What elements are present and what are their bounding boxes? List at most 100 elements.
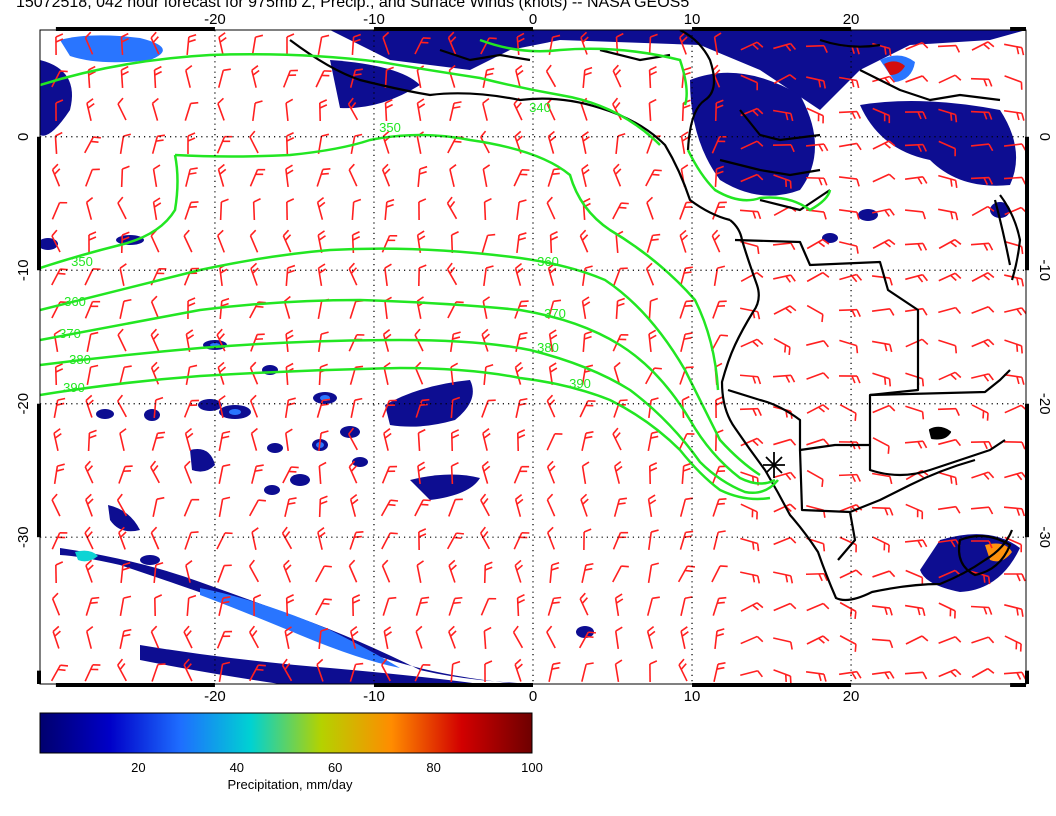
wind-barb: [184, 531, 199, 550]
wind-barb: [970, 540, 993, 549]
frame-bar: [1025, 670, 1029, 684]
wind-barb: [872, 140, 896, 150]
wind-barb: [872, 570, 896, 578]
wind-barb: [249, 361, 259, 385]
wind-barb: [119, 263, 127, 286]
wind-barb: [150, 361, 160, 385]
wind-barb: [937, 505, 961, 514]
wind-barb: [548, 329, 558, 353]
wind-barb: [839, 404, 857, 421]
wind-barb: [838, 176, 860, 187]
wind-barb: [84, 300, 101, 319]
wind-barb: [317, 527, 326, 550]
wind-barb: [613, 267, 628, 286]
wind-barb: [971, 471, 995, 480]
wind-barb: [183, 498, 200, 517]
wind-barb: [648, 98, 657, 122]
wind-barb: [281, 658, 293, 682]
wind-barb: [350, 397, 363, 418]
wind-barb: [285, 428, 293, 452]
wind-barb: [938, 74, 962, 84]
wind-barb: [380, 499, 399, 517]
wind-barb: [218, 430, 231, 451]
wind-barb: [51, 268, 68, 286]
wind-barb: [512, 625, 524, 649]
lat-tick-label-right: -20: [1036, 393, 1053, 415]
wind-barb: [613, 361, 621, 385]
wind-barb: [712, 596, 727, 616]
wind-barb: [805, 44, 828, 53]
wind-barb: [838, 670, 862, 680]
wind-barb: [150, 625, 160, 649]
wind-barb: [414, 361, 424, 385]
wind-barb: [218, 395, 226, 418]
contour-label: 360: [537, 254, 559, 269]
wind-barb: [483, 363, 494, 386]
wind-barb: [118, 465, 133, 484]
wind-barb: [612, 531, 629, 550]
contour-390: [40, 366, 771, 501]
wind-barb: [938, 208, 959, 221]
wind-barb: [53, 428, 62, 451]
wind-barb: [938, 339, 958, 354]
wind-barb: [871, 506, 894, 516]
wind-barb: [53, 397, 66, 418]
wind-barb: [283, 295, 291, 319]
wind-barb: [773, 571, 794, 584]
wind-barb: [120, 561, 131, 584]
wind-barb: [970, 506, 994, 515]
wind-barb: [1004, 471, 1026, 481]
colorbar-tick-label: 100: [521, 760, 543, 775]
wind-barb: [84, 31, 94, 55]
wind-barb: [416, 296, 425, 319]
wind-barb: [1004, 635, 1022, 652]
wind-barb: [580, 31, 589, 55]
wind-barb: [482, 164, 491, 187]
wind-barb: [712, 300, 727, 319]
wind-barb: [680, 626, 689, 649]
wind-barb: [514, 361, 524, 385]
contour-label: 370: [59, 326, 81, 341]
wind-barb: [381, 658, 391, 682]
wind-barb: [86, 331, 99, 352]
wind-barb: [85, 493, 94, 517]
wind-barb: [871, 638, 894, 649]
wind-barb: [578, 631, 596, 649]
wind-barb: [185, 167, 198, 187]
wind-barb: [219, 297, 230, 320]
wind-barb: [416, 560, 424, 583]
wind-barb: [740, 537, 760, 552]
lon-tick-label-bottom: -20: [204, 688, 226, 705]
wind-barb: [217, 163, 227, 187]
wind-barb: [118, 526, 127, 550]
wind-barb: [806, 76, 826, 89]
wind-barb: [938, 108, 958, 123]
wind-barb: [450, 396, 461, 419]
wind-barb: [739, 209, 762, 220]
wind-barb: [218, 32, 227, 55]
wind-barb: [448, 559, 457, 583]
wind-barb: [88, 231, 97, 254]
wind-barb: [513, 97, 523, 121]
wind-barb: [581, 431, 594, 451]
wind-barb: [872, 107, 891, 124]
wind-barb: [971, 636, 995, 644]
wind-barb: [871, 275, 893, 286]
wind-barb: [482, 98, 490, 121]
wind-barb: [154, 594, 163, 617]
frame-bar: [37, 403, 41, 538]
frame-bar: [1025, 403, 1029, 538]
wind-barb: [186, 594, 197, 617]
wind-barb: [904, 111, 927, 120]
wind-barb: [740, 602, 764, 612]
wind-barb: [119, 595, 132, 617]
wind-barb: [381, 234, 398, 253]
wind-barb: [581, 164, 590, 187]
wind-barb: [1003, 441, 1026, 450]
wind-barb: [904, 209, 927, 220]
wind-barb: [739, 407, 762, 417]
contour-label: 350: [71, 254, 93, 269]
frame-bar: [1025, 136, 1029, 271]
wind-barb: [318, 461, 327, 485]
wind-barb: [1004, 404, 1026, 414]
